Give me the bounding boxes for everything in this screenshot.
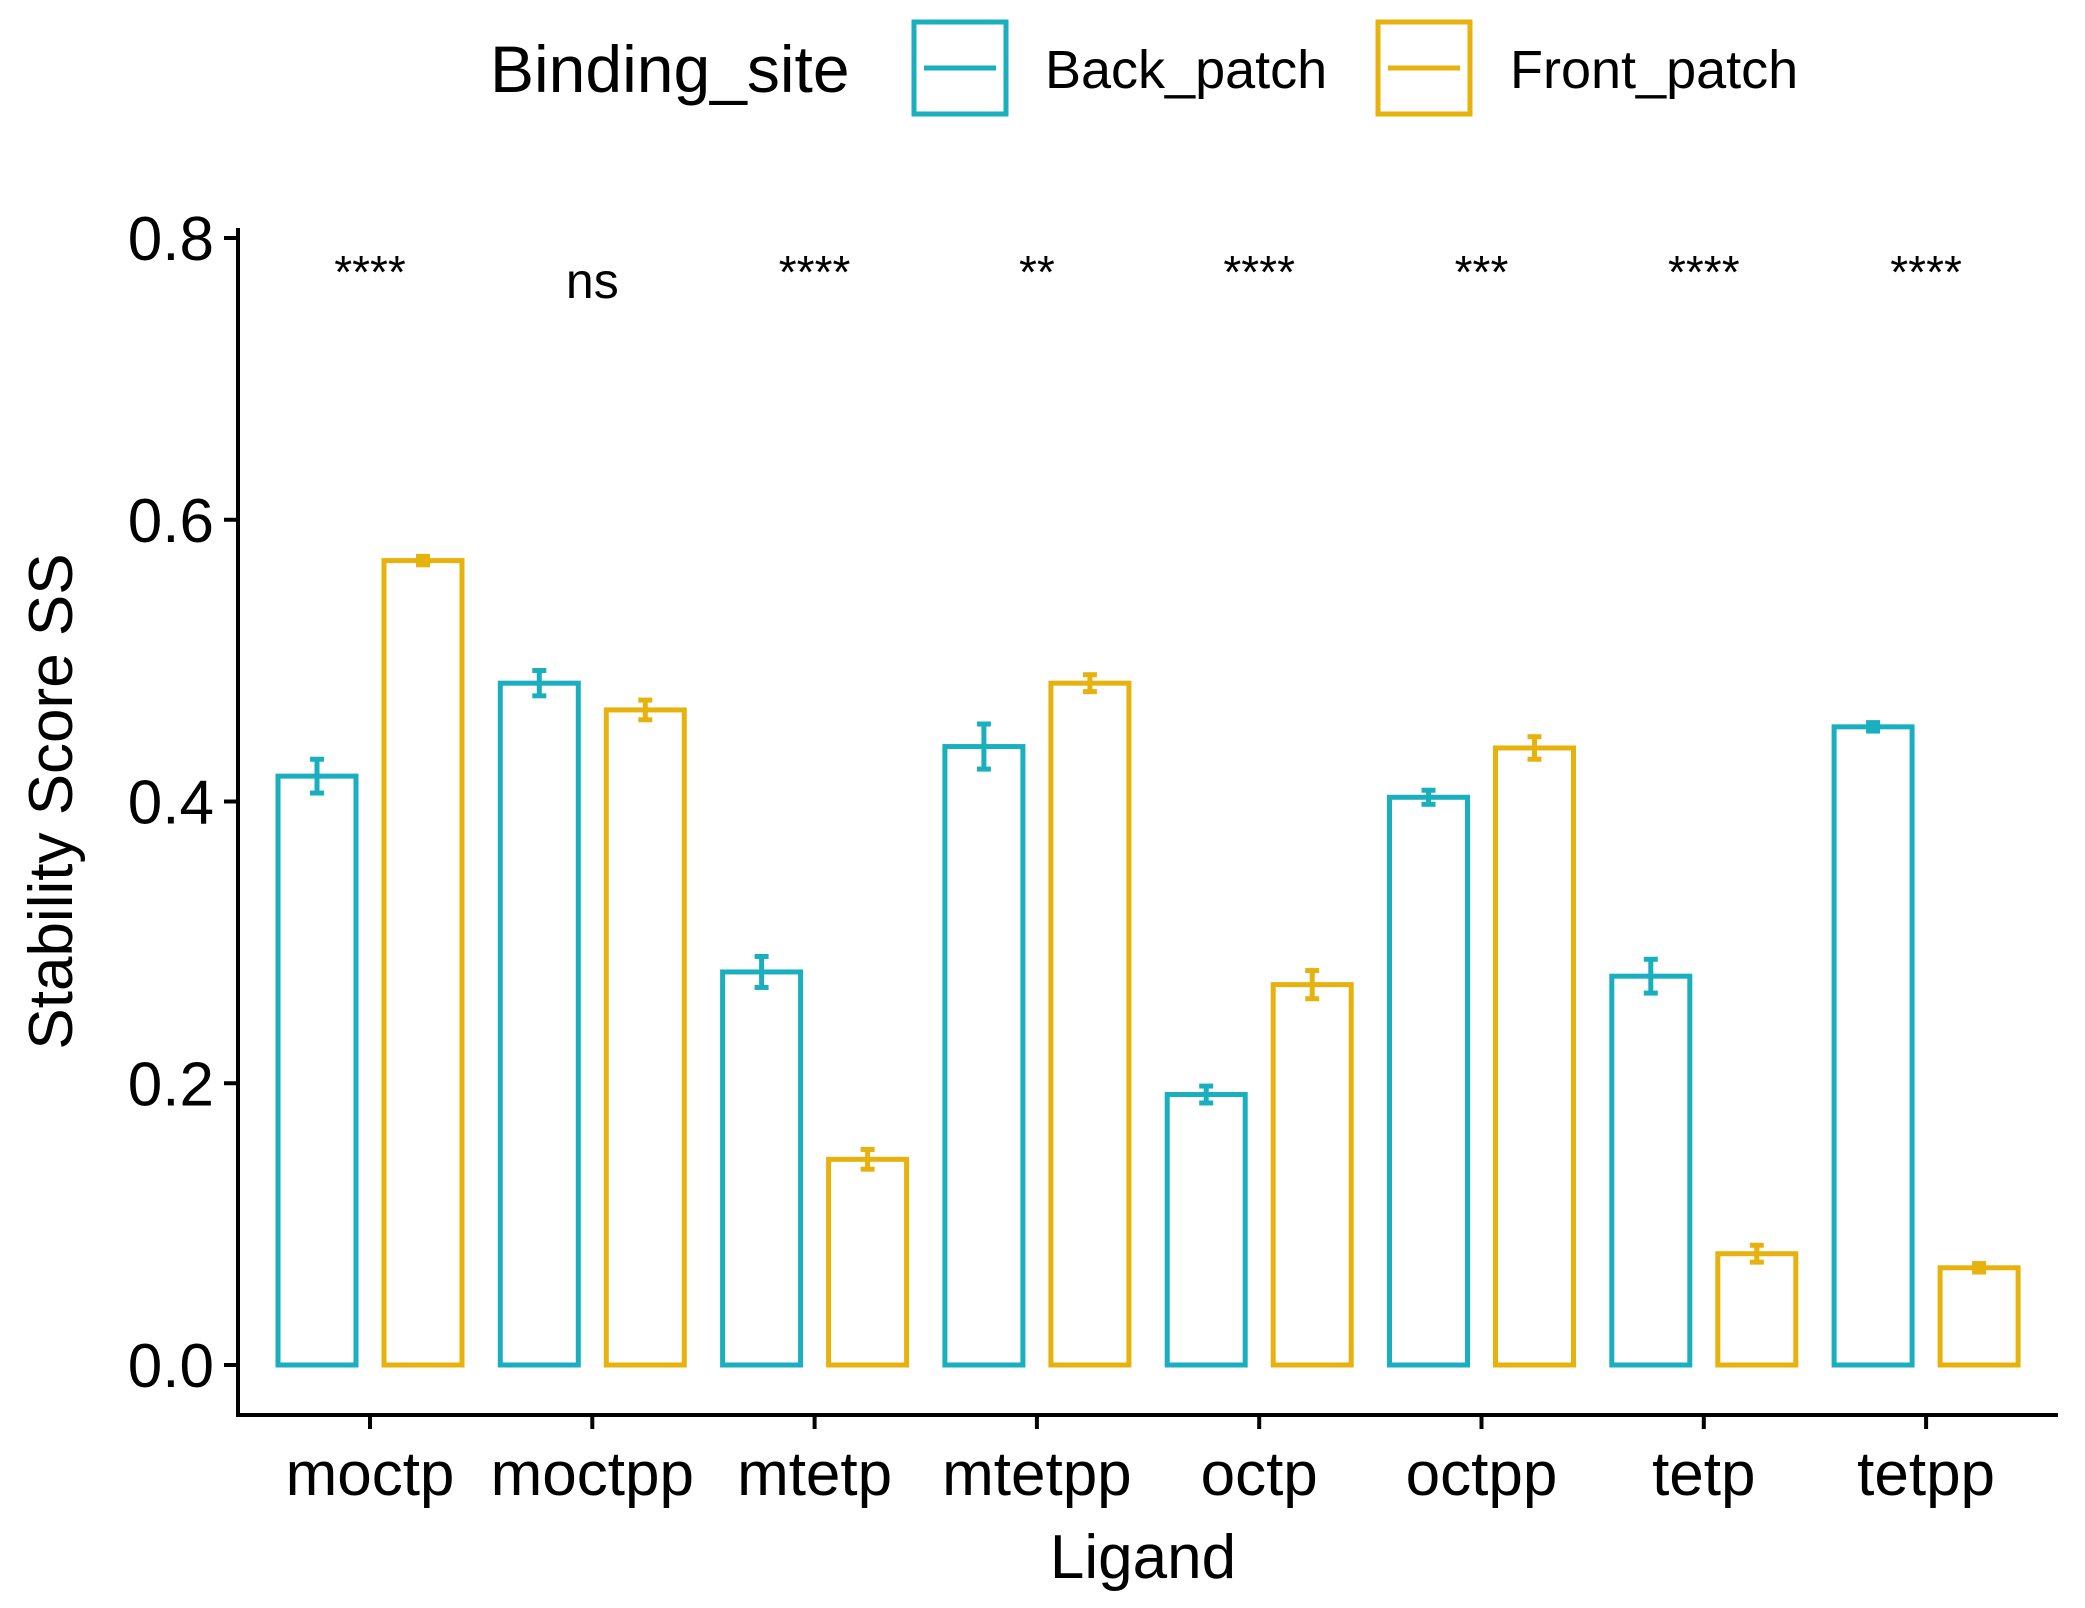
significance-label-tetp: **** [1668,246,1740,298]
significance-label-mtetp: **** [779,246,851,298]
x-tick-label-octpp: octpp [1406,1440,1558,1509]
bar-back-patch-octpp [1387,794,1470,1368]
bar-back-patch-tetp [1609,973,1693,1368]
y-axis-title: Stability Score SS [17,553,86,1049]
significance-label-tetpp: **** [1890,246,1962,298]
bar-front-patch-octpp [1493,745,1576,1368]
bar-front-patch-moctp [381,558,465,1368]
x-tick-label-mtetpp: mtetpp [942,1440,1132,1509]
bar-front-patch-mtetpp [1048,680,1132,1368]
y-tick-label: 0.0 [128,1332,214,1401]
bar-front-patch-moctpp [603,707,687,1368]
significance-label-moctp: **** [334,246,406,298]
bar-front-patch-mtetp [826,1156,910,1368]
x-axis-title: Ligand [1050,1523,1236,1592]
x-tick-label-moctp: moctp [286,1440,455,1509]
bar-back-patch-tetpp [1831,724,1915,1368]
bar-back-patch-octp [1164,1092,1248,1368]
legend-key-back-patch [911,19,1009,117]
significance-label-moctpp: ns [566,253,619,309]
bar-front-patch-tetp [1715,1251,1799,1368]
x-tick-label-moctpp: moctpp [491,1440,694,1509]
bar-front-patch-octp [1270,982,1354,1368]
y-tick-label: 0.8 [128,205,214,274]
y-tick-label: 0.4 [128,769,214,838]
legend-key-front-patch [1375,19,1473,117]
legend-label-front-patch: Front_patch [1510,40,1798,100]
x-tick-label-octp: octp [1201,1440,1318,1509]
significance-label-octp: **** [1223,246,1295,298]
x-tick-label-mtetp: mtetp [737,1440,892,1509]
bar-back-patch-mtetpp [942,744,1026,1368]
y-tick-label: 0.2 [128,1050,214,1119]
bar-back-patch-moctp [275,773,359,1368]
significance-label-mtetpp: ** [1019,246,1055,298]
x-tick-label-tetp: tetp [1652,1440,1755,1509]
legend-label-back-patch: Back_patch [1045,40,1327,100]
bar-back-patch-moctpp [497,680,581,1368]
bar-front-patch-tetpp [1937,1265,2021,1368]
legend-title: Binding_site [490,32,850,106]
bar-back-patch-mtetp [720,969,804,1368]
x-tick-label-tetpp: tetpp [1857,1440,1995,1509]
significance-label-octpp: *** [1455,246,1509,298]
y-tick-label: 0.6 [128,487,214,556]
